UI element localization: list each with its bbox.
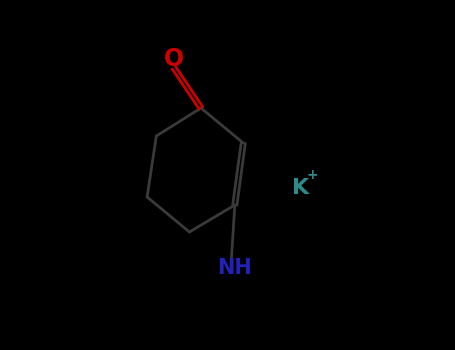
- Text: O: O: [164, 47, 184, 71]
- Text: NH: NH: [217, 258, 252, 278]
- Text: K: K: [293, 178, 309, 198]
- Text: +: +: [307, 168, 318, 182]
